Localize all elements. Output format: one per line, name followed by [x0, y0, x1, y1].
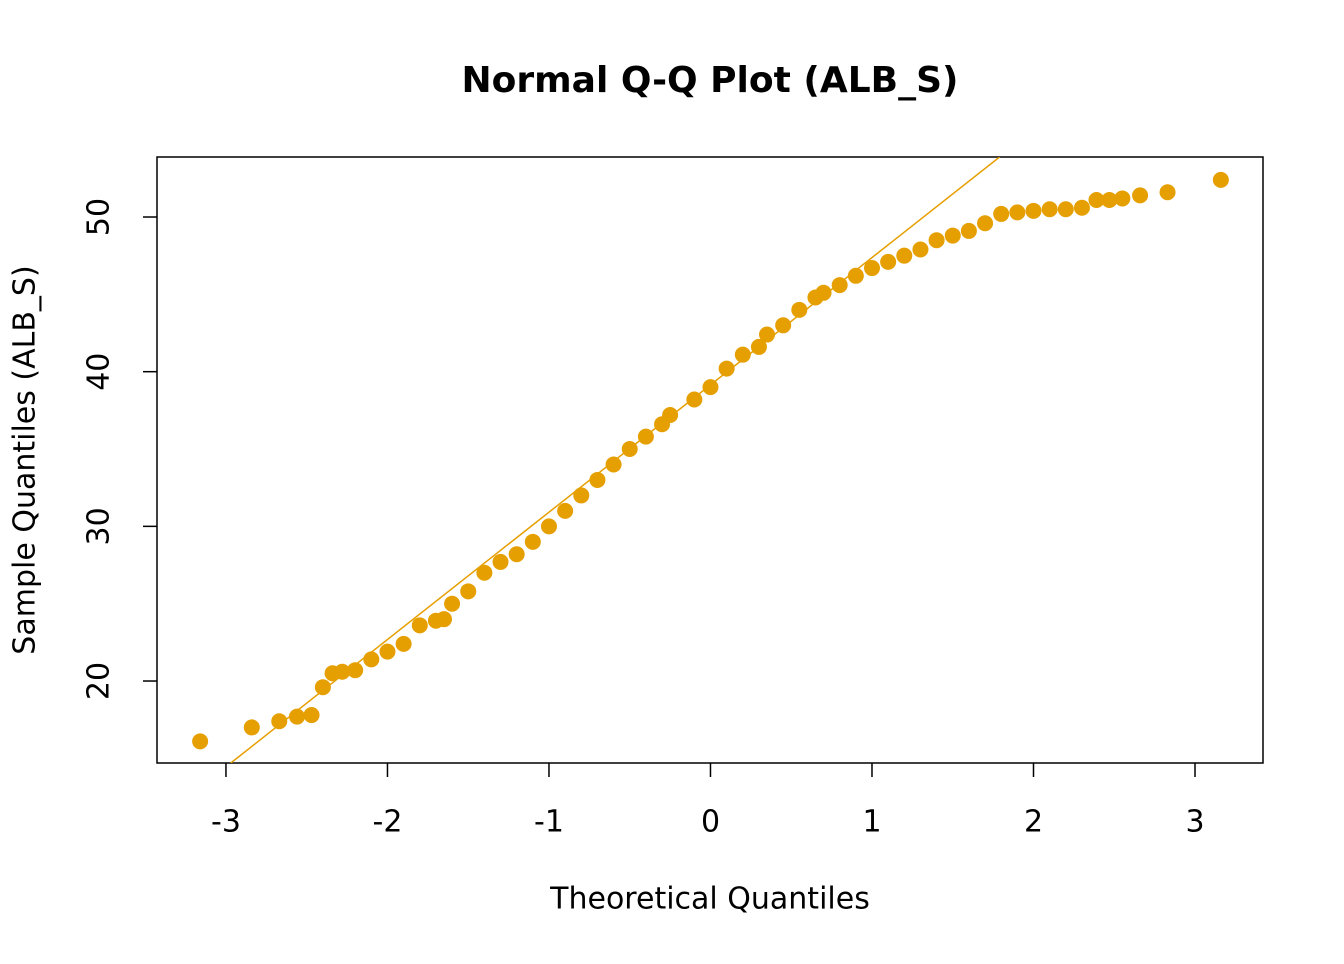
- point: [1088, 191, 1105, 208]
- point: [831, 277, 848, 294]
- point: [314, 679, 331, 696]
- point: [896, 247, 913, 264]
- point: [334, 663, 351, 680]
- point: [492, 553, 509, 570]
- x-tick-label: 1: [862, 805, 881, 840]
- point: [791, 301, 808, 318]
- point: [508, 546, 525, 563]
- point: [589, 471, 606, 488]
- plot-frame: [156, 156, 1264, 764]
- x-axis-label: Theoretical Quantiles: [549, 882, 870, 917]
- point: [960, 222, 977, 239]
- point: [460, 583, 477, 600]
- y-tick-label: 20: [82, 662, 117, 700]
- point: [1212, 171, 1229, 188]
- point: [847, 267, 864, 284]
- point: [557, 502, 574, 519]
- point: [912, 241, 929, 258]
- point: [347, 662, 364, 679]
- x-tick-label: 3: [1185, 805, 1204, 840]
- point: [621, 441, 638, 458]
- point: [605, 456, 622, 473]
- point: [1132, 187, 1149, 204]
- point: [524, 533, 541, 550]
- point: [379, 643, 396, 660]
- point: [944, 227, 961, 244]
- point: [993, 205, 1010, 222]
- y-axis-label: Sample Quantiles (ALB_S): [8, 265, 43, 654]
- point: [435, 611, 452, 628]
- point: [734, 346, 751, 363]
- point: [1101, 191, 1118, 208]
- point: [1009, 204, 1026, 221]
- x-tick-label: 2: [1024, 805, 1043, 840]
- x-tick-label: -2: [373, 805, 403, 840]
- point: [637, 428, 654, 445]
- point: [395, 635, 412, 652]
- point: [750, 338, 767, 355]
- point: [928, 232, 945, 249]
- point: [759, 326, 776, 343]
- point: [702, 379, 719, 396]
- x-tick-label: 0: [701, 805, 720, 840]
- point: [686, 391, 703, 408]
- point: [1159, 184, 1176, 201]
- point: [192, 733, 209, 750]
- point: [1025, 202, 1042, 219]
- point: [289, 708, 306, 725]
- x-tick-label: -3: [211, 805, 241, 840]
- y-tick-label: 30: [82, 507, 117, 545]
- y-tick-label: 40: [82, 353, 117, 391]
- point: [303, 707, 320, 724]
- point: [1041, 201, 1058, 218]
- chart-title: Normal Q-Q Plot (ALB_S): [462, 60, 959, 101]
- point: [863, 260, 880, 277]
- point: [411, 617, 428, 634]
- point: [1057, 201, 1074, 218]
- point: [476, 564, 493, 581]
- point: [271, 713, 288, 730]
- point: [977, 215, 994, 232]
- point: [1073, 199, 1090, 216]
- point: [540, 518, 557, 535]
- point: [444, 595, 461, 612]
- point: [718, 360, 735, 377]
- y-tick-label: 50: [82, 198, 117, 236]
- point: [243, 719, 260, 736]
- point: [573, 487, 590, 504]
- point: [1114, 190, 1131, 207]
- point: [775, 317, 792, 334]
- point: [662, 406, 679, 423]
- point: [880, 253, 897, 270]
- x-tick-label: -1: [534, 805, 564, 840]
- point: [815, 284, 832, 301]
- point: [363, 651, 380, 668]
